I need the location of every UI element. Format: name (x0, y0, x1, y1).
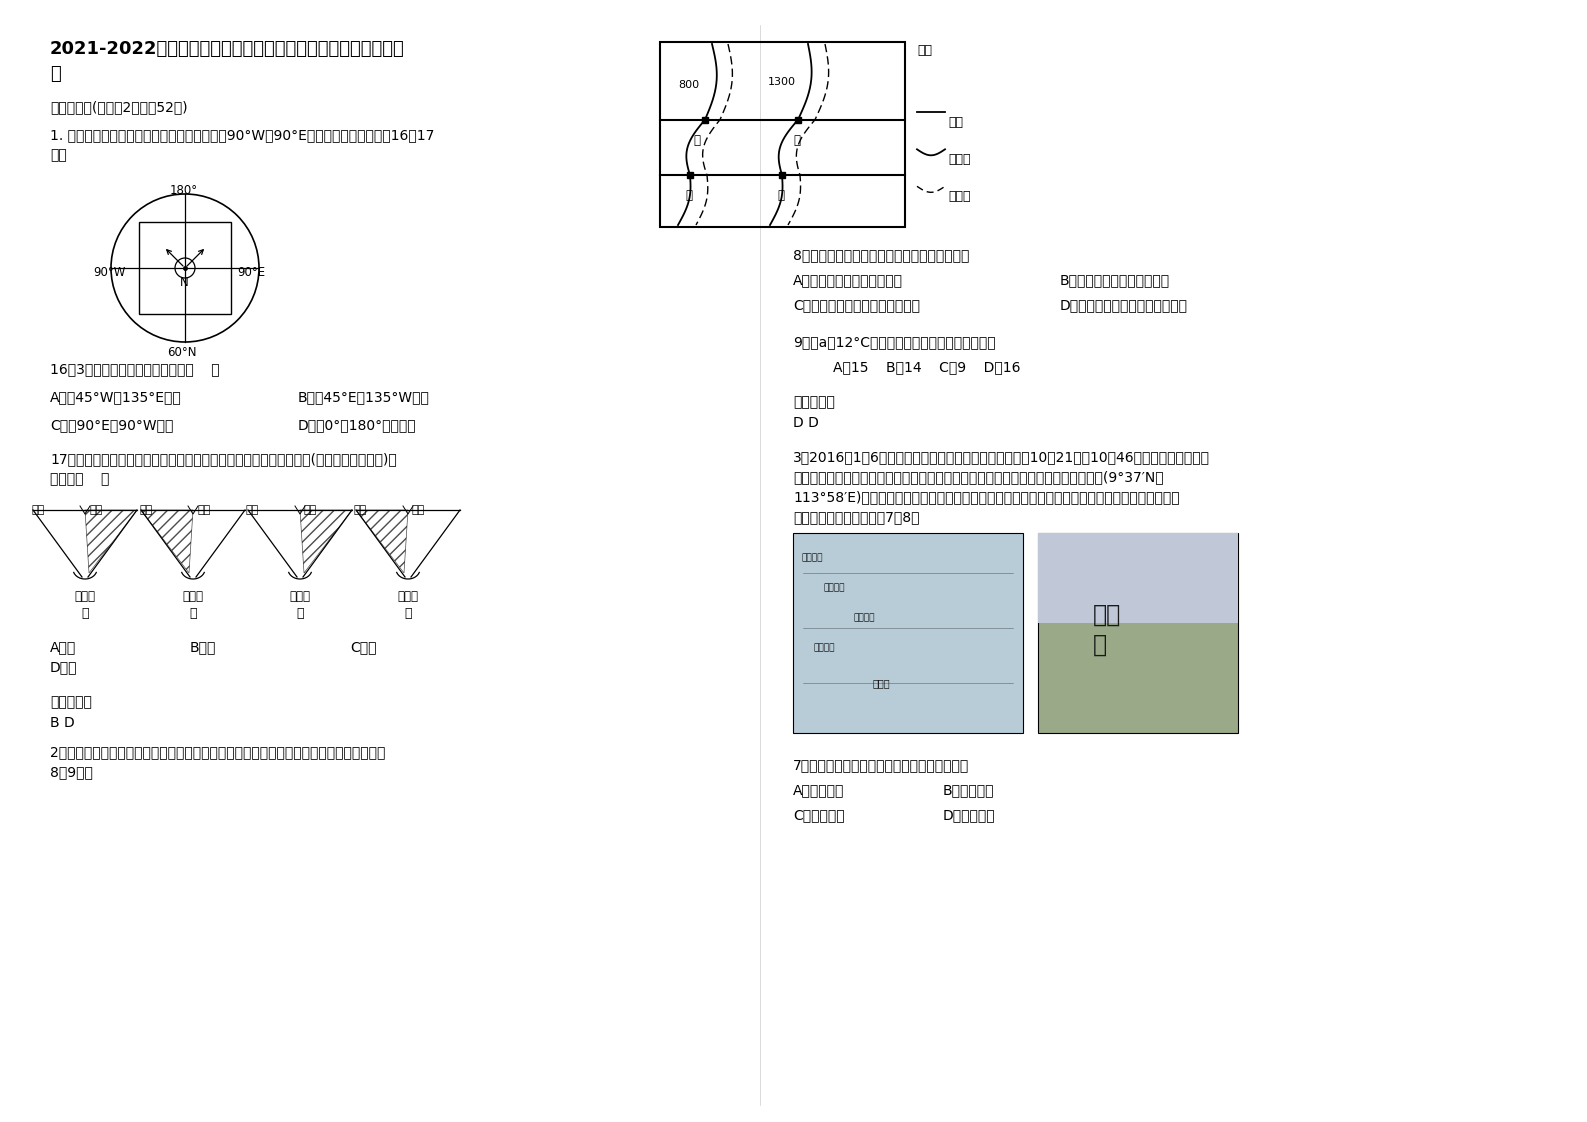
Text: 情况是（    ）: 情况是（ ） (51, 472, 110, 486)
Text: D．丁: D．丁 (51, 660, 78, 674)
Text: 礁新建机场并于当日下午返回海口，试飞成功。永暑礁新建机场位于我国南沙永暑礁(9°37′N，: 礁新建机场并于当日下午返回海口，试飞成功。永暑礁新建机场位于我国南沙永暑礁(9°… (794, 470, 1163, 484)
Text: C．丙: C．丙 (351, 640, 376, 654)
Text: 北半球: 北半球 (397, 590, 419, 603)
Text: 113°58′E)上，属热带海洋性季风气候，是我国目前最南端的一座机场。读永暑礁位置图与主权碑: 113°58′E)上，属热带海洋性季风气候，是我国目前最南端的一座机场。读永暑礁… (794, 490, 1179, 504)
Text: 一、选择题(每小题2分，共52分): 一、选择题(每小题2分，共52分) (51, 100, 187, 114)
Text: 60°N: 60°N (167, 346, 197, 359)
Text: 9．若a为12°C等温线，则乙地气温的数值可能是: 9．若a为12°C等温线，则乙地气温的数值可能是 (794, 335, 995, 349)
Text: 右岸: 右岸 (32, 505, 44, 515)
Text: 南沙群岛: 南沙群岛 (813, 643, 835, 652)
Text: 丙: 丙 (297, 607, 303, 620)
Text: 图例: 图例 (917, 44, 932, 57)
Text: C．沿90°E～90°W摆动: C．沿90°E～90°W摆动 (51, 419, 173, 432)
Text: 参考答案：: 参考答案： (794, 395, 835, 410)
Text: 甲: 甲 (81, 607, 89, 620)
Text: 丁: 丁 (405, 607, 411, 620)
Text: 丙: 丙 (778, 190, 784, 202)
Bar (794, 533, 1024, 733)
Text: D D: D D (794, 416, 819, 430)
Text: 北半球: 北半球 (183, 590, 203, 603)
Text: 中沙群岛: 中沙群岛 (852, 613, 874, 622)
Text: B．丙、丁位于南半球的阳坡: B．丙、丁位于南半球的阳坡 (1060, 273, 1170, 287)
Text: A．甲、乙位于北半球的阳坡: A．甲、乙位于北半球的阳坡 (794, 273, 903, 287)
Text: 南半球: 南半球 (289, 590, 311, 603)
Text: 1300: 1300 (768, 77, 797, 88)
Text: 参考答案：: 参考答案： (51, 695, 92, 709)
Text: 90°W: 90°W (94, 266, 125, 279)
Text: B D: B D (51, 716, 75, 730)
Text: 8．关于甲、乙、丙、丁四地的叙述不可能的是: 8．关于甲、乙、丙、丁四地的叙述不可能的是 (794, 248, 970, 263)
Bar (1038, 533, 1238, 623)
Text: 永暑礁: 永暑礁 (873, 678, 890, 688)
Text: 左岸: 左岸 (246, 505, 259, 515)
Text: 2．由于光照时间长短不同，会出现明显的温度差异。读某中纬度内陆地区等值线图，回答: 2．由于光照时间长短不同，会出现明显的温度差异。读某中纬度内陆地区等值线图，回答 (51, 745, 386, 758)
Bar (660, 42, 905, 227)
Bar (140, 222, 232, 314)
Text: A．西北方向: A．西北方向 (794, 783, 844, 797)
Text: 1. 假定在北极点放置一个傅科摆，初始时摆沿90°W和90°E线摆动。据下图，回答16～17: 1. 假定在北极点放置一个傅科摆，初始时摆沿90°W和90°E线摆动。据下图，回… (51, 128, 435, 142)
Text: 图，运用所学知识，完成7～8题: 图，运用所学知识，完成7～8题 (794, 511, 919, 524)
Text: A．甲: A．甲 (51, 640, 76, 654)
Text: 析: 析 (51, 65, 60, 83)
Text: 南半球: 南半球 (75, 590, 95, 603)
Bar (1038, 533, 1238, 733)
Text: 左岸: 左岸 (89, 505, 102, 515)
Text: 左岸: 左岸 (413, 505, 425, 515)
Text: 琼州岛市: 琼州岛市 (801, 553, 822, 562)
Text: 题。: 题。 (51, 148, 67, 162)
Text: D．乙地较丁地海拔低，气温较高: D．乙地较丁地海拔低，气温较高 (1060, 298, 1189, 312)
Text: A．15    B．14    C．9    D．16: A．15 B．14 C．9 D．16 (833, 360, 1020, 374)
Text: 3．2016年1月6日，中国政府征用的两架民航客机分别于10时21分、10时46分平稳降落南沙永暑: 3．2016年1月6日，中国政府征用的两架民航客机分别于10时21分、10时46… (794, 450, 1209, 465)
Text: 右岸: 右岸 (197, 505, 209, 515)
Text: 右岸: 右岸 (354, 505, 367, 515)
Text: C．甲地较丙地纬度低，气温较高: C．甲地较丙地纬度低，气温较高 (794, 298, 920, 312)
Text: 8～9题。: 8～9题。 (51, 765, 94, 779)
Text: 永暑: 永暑 (1093, 603, 1122, 627)
Text: 90°E: 90°E (236, 266, 265, 279)
Text: B．乙: B．乙 (190, 640, 216, 654)
Text: 2021-2022学年湖南省岳阳市农大中学高三地理模拟试题含解析: 2021-2022学年湖南省岳阳市农大中学高三地理模拟试题含解析 (51, 40, 405, 58)
Text: 西沙群岛: 西沙群岛 (824, 583, 844, 592)
Text: 礁: 礁 (1093, 633, 1108, 657)
Text: 等高线: 等高线 (947, 154, 971, 166)
Text: D．东北方向: D．东北方向 (943, 808, 995, 822)
Text: N: N (179, 276, 189, 289)
Text: 17．下图是傅科摆所证明的地理现象，造成平直河道两岸冲刷与堆积(阴影部分为堆积物)的: 17．下图是傅科摆所证明的地理现象，造成平直河道两岸冲刷与堆积(阴影部分为堆积物… (51, 452, 397, 466)
Text: 乙: 乙 (694, 134, 700, 147)
Text: 800: 800 (678, 80, 700, 90)
Text: 纬线: 纬线 (947, 117, 963, 129)
Text: B．西南方向: B．西南方向 (943, 783, 995, 797)
Text: B．沿45°E～135°W摆动: B．沿45°E～135°W摆动 (298, 390, 430, 404)
Text: 乙: 乙 (189, 607, 197, 620)
Text: 甲: 甲 (794, 134, 800, 147)
Text: 180°: 180° (170, 184, 198, 197)
Text: 丁: 丁 (686, 190, 692, 202)
Text: 等温线: 等温线 (947, 191, 971, 203)
Text: 7．当飞机返回时，永暑礁上主权碑影子朝向为: 7．当飞机返回时，永暑礁上主权碑影子朝向为 (794, 758, 970, 772)
Text: 16．3小时以后此摆的摆动方向是（    ）: 16．3小时以后此摆的摆动方向是（ ） (51, 362, 219, 376)
Text: D．沿0°～180°经线摆动: D．沿0°～180°经线摆动 (298, 419, 417, 432)
Text: A．沿45°W～135°E摆动: A．沿45°W～135°E摆动 (51, 390, 183, 404)
Text: 左岸: 左岸 (140, 505, 152, 515)
Text: 右岸: 右岸 (305, 505, 317, 515)
Text: C．东南方向: C．东南方向 (794, 808, 844, 822)
